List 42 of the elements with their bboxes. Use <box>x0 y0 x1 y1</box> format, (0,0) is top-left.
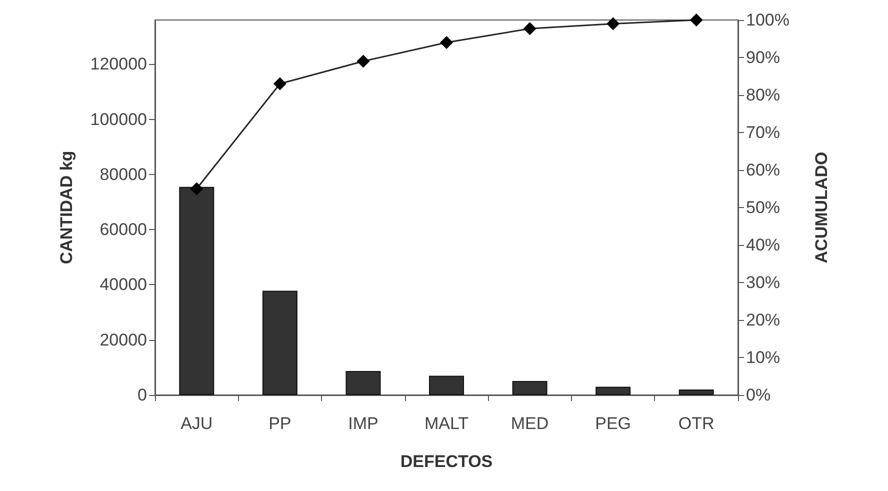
point <box>273 77 286 90</box>
bar <box>346 371 381 395</box>
x-tick-label: AJU <box>180 414 213 433</box>
y-tick-label: 20000 <box>100 330 147 350</box>
y2-tick-label: 10% <box>746 348 780 367</box>
y2-axis-title: ACUMULADO <box>812 152 831 264</box>
y-tick-label: 80000 <box>100 164 147 184</box>
point <box>690 14 703 26</box>
x-tick-label: OTR <box>678 414 714 433</box>
point <box>523 22 536 36</box>
y-tick-label: 0 <box>138 386 147 404</box>
y-tick-label: 100000 <box>90 110 147 129</box>
point <box>190 182 204 196</box>
y-axis-title: CANTIDAD kg <box>57 150 76 264</box>
x-tick-label: IMP <box>348 414 378 433</box>
bar <box>179 186 214 395</box>
x-tick-label: MED <box>510 414 549 433</box>
y2-tick-label: 90% <box>746 48 780 67</box>
y-tick-label: 60000 <box>100 220 147 240</box>
bar <box>262 290 298 395</box>
x-axis-title: DEFECTOS <box>400 452 493 471</box>
y2-tick-label: 70% <box>746 123 780 142</box>
bar <box>596 386 631 395</box>
y2-tick-label: 60% <box>746 160 780 180</box>
x-tick-label: PEG <box>595 414 632 433</box>
bar <box>678 389 714 395</box>
y2-tick-label: 0% <box>746 386 771 404</box>
y2-tick-label: 20% <box>746 310 780 330</box>
y-tick-label: 40000 <box>100 275 147 294</box>
y2-tick-label: 40% <box>746 236 780 254</box>
y2-tick-label: 100% <box>746 10 790 30</box>
y-tick-label: 120000 <box>90 54 147 74</box>
x-tick-label: PP <box>268 414 292 433</box>
y2-tick-label: 80% <box>746 86 780 104</box>
y2-tick-label: 30% <box>746 273 780 292</box>
point <box>606 17 620 30</box>
point <box>440 36 453 49</box>
y2-tick-label: 50% <box>746 198 780 217</box>
x-tick-label: MALT <box>424 414 469 433</box>
bar <box>512 380 548 395</box>
bar <box>429 376 464 395</box>
point <box>356 54 370 68</box>
